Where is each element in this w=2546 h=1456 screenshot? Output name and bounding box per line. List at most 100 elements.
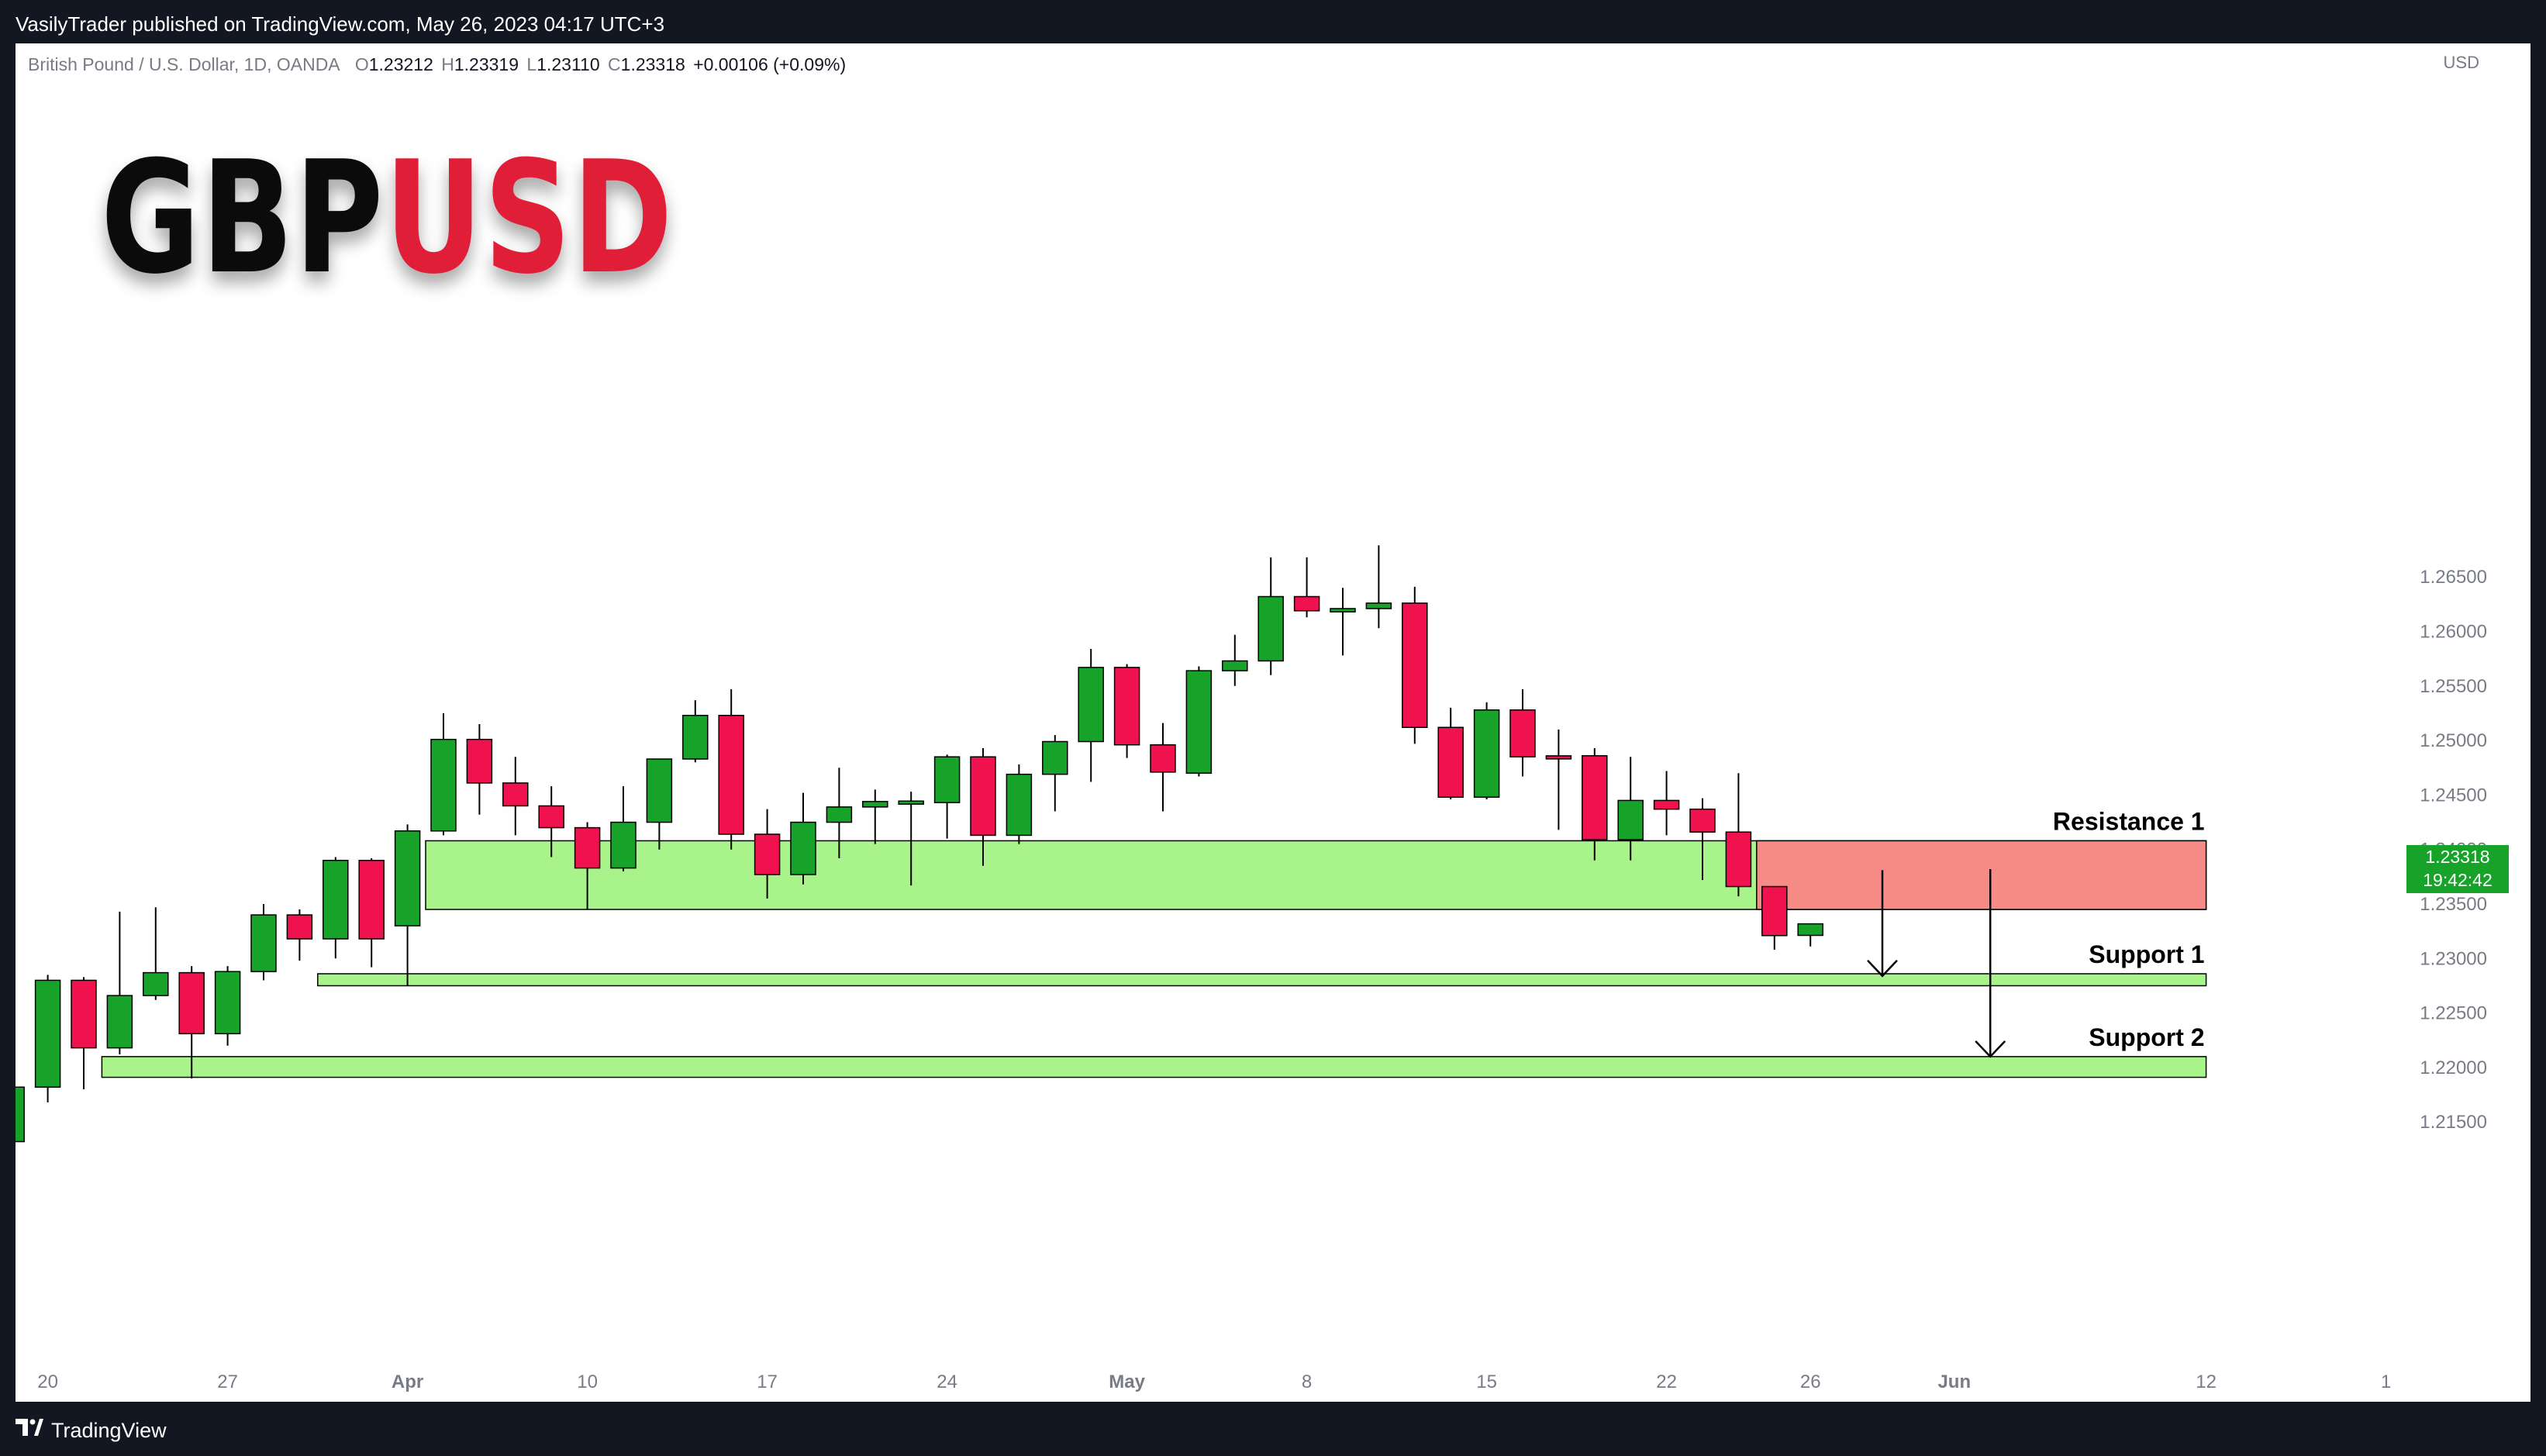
candle[interactable] [323, 857, 349, 959]
tradingview-logo-icon[interactable] [16, 1419, 43, 1439]
candle[interactable] [754, 809, 781, 899]
candle[interactable] [1797, 923, 1823, 947]
candle[interactable] [970, 747, 996, 866]
candle[interactable] [502, 757, 529, 836]
candle[interactable] [538, 786, 564, 857]
zone-label: Resistance 1 [2053, 807, 2205, 835]
candle[interactable] [71, 977, 97, 1090]
y-tick-label: 1.24500 [2420, 785, 2487, 806]
candle[interactable] [1437, 707, 1464, 800]
candle[interactable] [1185, 666, 1213, 777]
candle-body-up [323, 860, 349, 940]
candle-body-down [970, 756, 996, 837]
candle-body-down [178, 971, 205, 1035]
candle[interactable] [1402, 586, 1428, 744]
candle-body-up [898, 800, 924, 805]
x-tick-label: 20 [37, 1371, 58, 1392]
candle-body-down [718, 715, 744, 835]
brand-name[interactable]: TradingView [51, 1419, 167, 1442]
x-tick-label: 15 [1476, 1371, 1497, 1392]
candle[interactable] [394, 824, 421, 986]
candle[interactable] [826, 768, 853, 858]
candle[interactable] [430, 712, 457, 836]
candle-body-up [1330, 608, 1356, 612]
candle[interactable] [1545, 730, 1572, 830]
candle[interactable] [34, 975, 61, 1102]
candle[interactable] [610, 786, 636, 871]
low-label: L [526, 54, 537, 74]
candle[interactable] [898, 792, 924, 886]
candle[interactable] [1257, 557, 1284, 675]
candle-body-down [1113, 667, 1140, 746]
projection-arrowhead [1975, 1040, 2006, 1058]
candlestick-chart[interactable]: 1.215001.220001.225001.230001.235001.240… [16, 43, 2530, 1402]
candle[interactable] [790, 792, 816, 885]
candle[interactable] [718, 689, 744, 850]
candle-body-down [1402, 602, 1428, 728]
candle[interactable] [862, 789, 888, 844]
x-tick-label: 27 [217, 1371, 238, 1392]
candle-body-down [1653, 799, 1680, 810]
candle[interactable] [682, 700, 709, 763]
x-tick-label: May [1109, 1371, 1145, 1392]
candle[interactable] [1150, 723, 1176, 812]
candle[interactable] [646, 758, 673, 850]
x-tick-label: Apr [392, 1371, 423, 1392]
candle[interactable] [1113, 664, 1140, 758]
candle[interactable] [178, 966, 205, 1078]
candle[interactable] [1582, 747, 1608, 861]
candle[interactable] [1653, 771, 1680, 836]
bar-countdown: 19:42:42 [2423, 870, 2493, 890]
open-value: 1.23212 [368, 54, 433, 74]
candle[interactable] [1689, 798, 1716, 881]
candle-body-down [1689, 808, 1716, 833]
candle[interactable] [250, 904, 277, 981]
support-2-zone [101, 1056, 2207, 1078]
candle-body-down [502, 782, 529, 807]
candle[interactable] [1042, 735, 1068, 812]
candle-body-down [1545, 755, 1572, 760]
candle[interactable] [1509, 689, 1536, 777]
candle-body-up [610, 821, 636, 869]
candle[interactable] [1473, 702, 1500, 800]
x-tick-label: 24 [937, 1371, 957, 1392]
high-value: 1.23319 [454, 54, 519, 74]
candle[interactable] [1365, 545, 1392, 629]
high-label: H [441, 54, 454, 74]
candle-body-up [862, 801, 888, 808]
candle[interactable] [358, 857, 385, 968]
candle-body-down [286, 914, 313, 940]
candle[interactable] [1617, 757, 1644, 861]
candle[interactable] [106, 911, 133, 1055]
candle[interactable] [1222, 634, 1248, 686]
candle[interactable] [1725, 773, 1752, 897]
candle-body-down [1725, 831, 1752, 888]
candle[interactable] [466, 724, 493, 815]
candle[interactable] [286, 909, 313, 961]
candle[interactable] [214, 966, 241, 1046]
candle[interactable] [1330, 588, 1356, 656]
candle[interactable] [1293, 557, 1320, 618]
projection-arrowhead [1867, 959, 1898, 978]
y-tick-label: 1.21500 [2420, 1112, 2487, 1133]
x-tick-label: 22 [1656, 1371, 1677, 1392]
publisher-bar: VasilyTrader published on TradingView.co… [0, 0, 2546, 43]
candle-body-up [430, 738, 457, 832]
currency-label: USD [2443, 53, 2479, 72]
candle[interactable] [1078, 648, 1104, 782]
candle[interactable] [1006, 764, 1033, 844]
support-1-zone [317, 973, 2207, 987]
candle[interactable] [143, 907, 169, 1000]
x-tick-label: 17 [757, 1371, 778, 1392]
candle-body-up [250, 914, 277, 972]
candle[interactable] [1761, 885, 1788, 951]
chart-panel[interactable]: 1.215001.220001.225001.230001.235001.240… [16, 43, 2530, 1402]
candle[interactable] [933, 754, 961, 839]
candle-body-up [1797, 923, 1823, 937]
candle-body-down [1437, 726, 1464, 798]
candle[interactable] [574, 822, 601, 910]
candle-body-down [1150, 744, 1176, 773]
candle[interactable] [16, 1068, 25, 1143]
symbol-title-quote: USD [384, 128, 674, 309]
close-label: C [608, 54, 621, 74]
